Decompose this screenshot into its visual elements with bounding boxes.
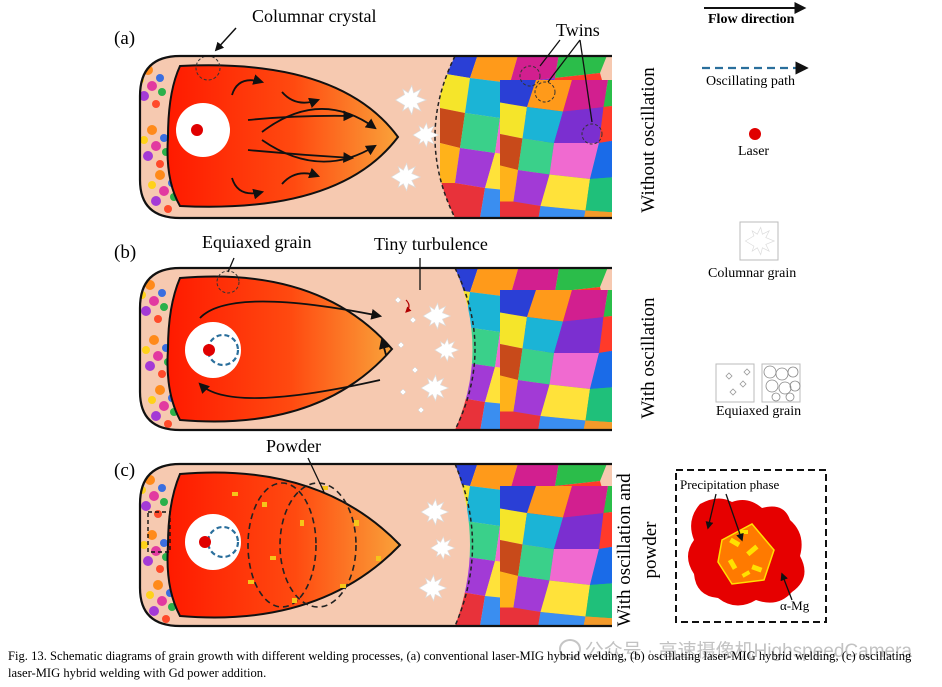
inset-precipitation-phase-label: Precipitation phase [680,477,780,492]
panel-a-label: (a) [114,28,136,49]
panel-b-weld [138,257,612,432]
side-label-with-oscillation: With oscillation [638,297,659,419]
legend-oscillating-path: Oscillating path [706,74,796,89]
figure-caption: Fig. 13. Schematic diagrams of grain gro… [8,649,912,680]
wechat-icon [558,639,581,659]
legend-flow-direction: Flow direction [708,12,795,27]
panel-c-label: (c) [114,460,136,481]
columnar-crystal-label: Columnar crystal [252,6,377,26]
watermark-text: 公众号 · 高速摄像机HighspeedCamera [584,641,912,662]
watermark: 公众号 · 高速摄像机HighspeedCamera [558,636,912,663]
legend-columnar-grain: Columnar grain [708,266,797,281]
inset-alpha-mg-label: α-Mg [780,598,810,613]
panel-c-weld [138,457,612,628]
inset-microstructure [675,469,827,623]
twins-label: Twins [556,20,600,40]
side-label-with-oscillation-and-powder: With oscillation and powder [614,473,661,627]
equiaxed-grain-callout: Equiaxed grain [202,232,312,252]
legend-equiaxed-grain: Equiaxed grain [716,404,802,419]
legend-graphics [702,2,809,403]
panel-a-weld [138,27,612,220]
powder-label: Powder [266,436,321,456]
tiny-turbulence-label: Tiny turbulence [374,234,488,254]
side-label-without-oscillation: Without oscillation [638,67,659,213]
legend-laser: Laser [738,144,770,159]
panel-b-label: (b) [114,242,137,263]
